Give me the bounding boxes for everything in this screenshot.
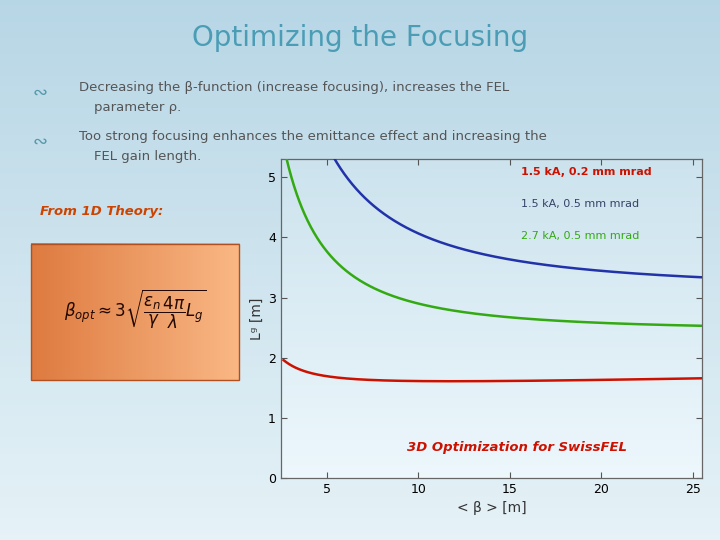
Text: Too strong focusing enhances the emittance effect and increasing the: Too strong focusing enhances the emittan… [79, 130, 547, 143]
Text: From 1D Theory:: From 1D Theory: [40, 205, 163, 218]
Text: parameter ρ.: parameter ρ. [94, 101, 181, 114]
Text: ∾: ∾ [32, 132, 48, 150]
Text: 2.7 kA, 0.5 mm mrad: 2.7 kA, 0.5 mm mrad [521, 231, 639, 241]
Text: 3D Optimization for SwissFEL: 3D Optimization for SwissFEL [407, 441, 626, 454]
Text: 1.5 kA, 0.2 mm mrad: 1.5 kA, 0.2 mm mrad [521, 167, 652, 177]
Text: Optimizing the Focusing: Optimizing the Focusing [192, 24, 528, 52]
Text: ∾: ∾ [32, 84, 48, 102]
X-axis label: < β > [m]: < β > [m] [456, 501, 526, 515]
Text: 1.5 kA, 0.5 mm mrad: 1.5 kA, 0.5 mm mrad [521, 199, 639, 209]
Text: Decreasing the β-function (increase focusing), increases the FEL: Decreasing the β-function (increase focu… [79, 81, 509, 94]
Text: $\beta_{opt} \approx 3\sqrt{\dfrac{\varepsilon_n}{\gamma}\dfrac{4\pi}{\lambda}L_: $\beta_{opt} \approx 3\sqrt{\dfrac{\vare… [63, 287, 207, 330]
Y-axis label: Lᵍ [m]: Lᵍ [m] [250, 298, 264, 340]
Text: FEL gain length.: FEL gain length. [94, 150, 201, 163]
